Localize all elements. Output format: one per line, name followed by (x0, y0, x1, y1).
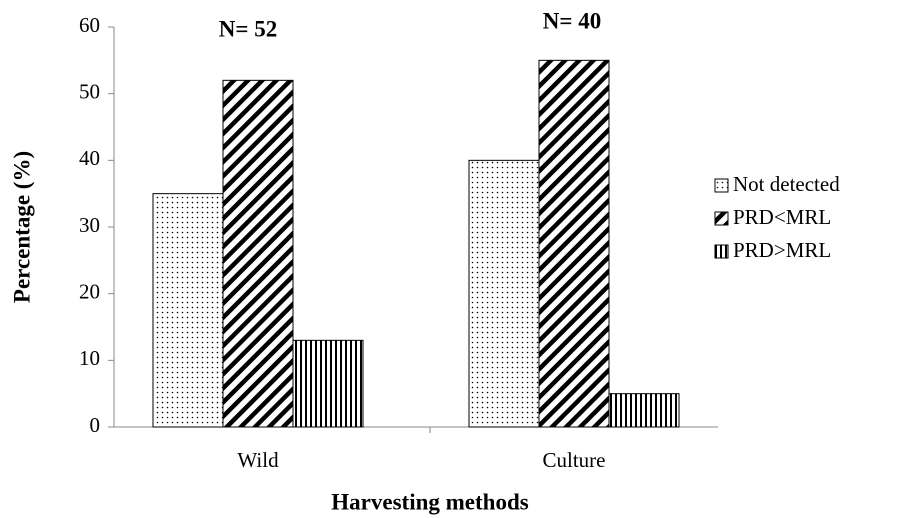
bar (608, 393, 680, 428)
y-tick-label: 30 (79, 213, 100, 237)
bar (292, 339, 364, 428)
legend-swatch (714, 244, 729, 259)
annotation: N= 52 (219, 16, 277, 41)
bar (222, 79, 294, 428)
y-tick-label: 60 (79, 13, 100, 37)
y-tick-label: 10 (79, 346, 100, 370)
legend-swatch (714, 211, 729, 226)
y-tick-label: 40 (79, 146, 100, 170)
x-tick-label: Culture (543, 448, 606, 472)
bar (538, 59, 610, 428)
legend-swatch (714, 178, 729, 193)
legend-label: PRD<MRL (733, 205, 831, 229)
legend-label: PRD>MRL (733, 238, 831, 262)
y-tick-label: 50 (79, 79, 100, 103)
x-axis-title: Harvesting methods (331, 489, 528, 514)
x-tick-label: Wild (237, 448, 279, 472)
y-tick-label: 0 (90, 413, 101, 437)
bar (468, 159, 540, 428)
y-axis-title: Percentage (%) (9, 151, 34, 303)
legend-label: Not detected (733, 172, 840, 196)
annotation: N= 40 (543, 8, 601, 33)
y-tick-label: 20 (79, 279, 100, 303)
bar (152, 193, 224, 428)
